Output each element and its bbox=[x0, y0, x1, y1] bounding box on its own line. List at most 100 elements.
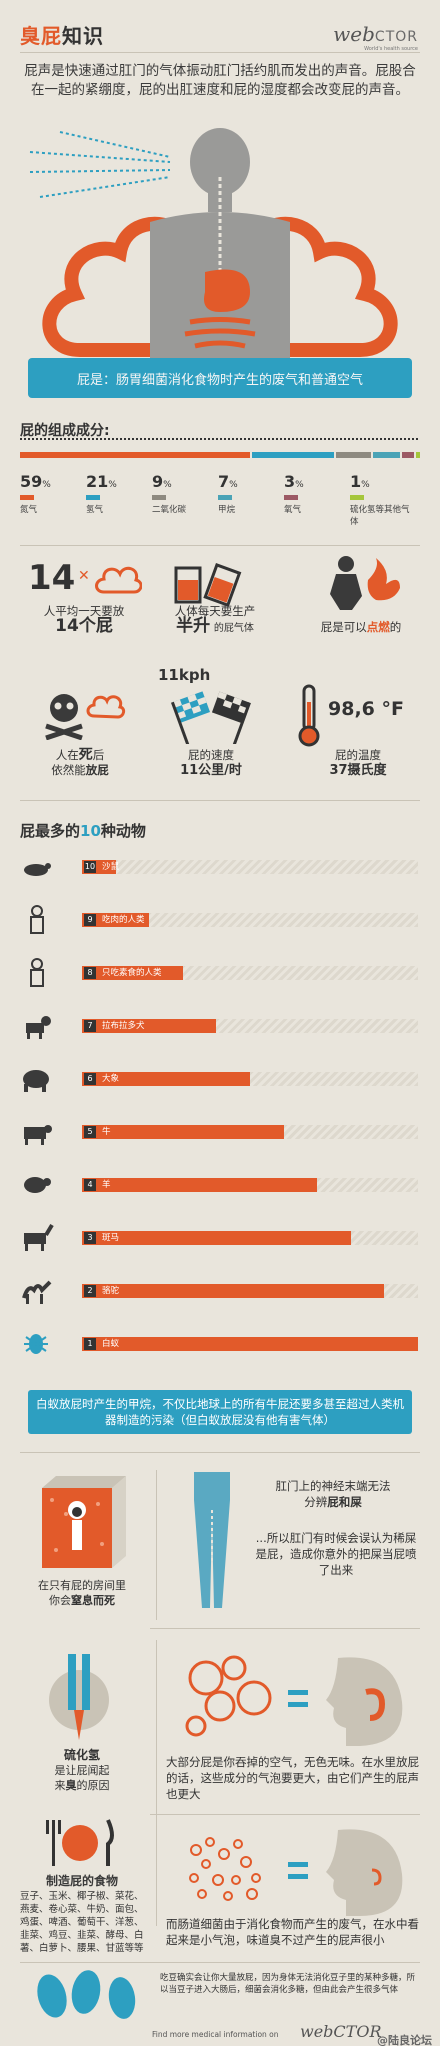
fact-suffocate-a: 你会 bbox=[49, 1594, 71, 1607]
gas-room-icon bbox=[42, 1476, 126, 1568]
brand-name: web bbox=[333, 22, 375, 46]
animal-name: 白蚁 bbox=[102, 1339, 120, 1349]
animal-rank: 5 bbox=[84, 1126, 96, 1138]
fact-h2s-b: 的原因 bbox=[76, 1779, 110, 1792]
animal-icon bbox=[26, 1016, 51, 1039]
fact-nerves-line1: 肛门上的神经末端无法 bbox=[275, 1479, 391, 1493]
beans-icon bbox=[37, 1970, 136, 2019]
cloud-icon bbox=[95, 566, 142, 594]
jeans-icon bbox=[194, 1472, 230, 1608]
fact-after-death: 人在死后 依然能放屁 bbox=[20, 748, 140, 778]
fact-after-death-hl2: 放屁 bbox=[85, 763, 109, 777]
animal-name: 斑马 bbox=[102, 1233, 120, 1243]
footer-brand[interactable]: webCTOR bbox=[300, 2022, 382, 2041]
animal-bar bbox=[82, 1019, 217, 1033]
composition-item: 1% 硫化氢等其他气体 bbox=[350, 472, 410, 527]
animal-row: 6 大象 bbox=[20, 1062, 418, 1096]
animal-bar bbox=[82, 1178, 318, 1192]
animal-name: 沙鼠 bbox=[102, 862, 120, 872]
animal-rank: 4 bbox=[84, 1179, 96, 1191]
fact-h2s-a: 来 bbox=[54, 1779, 66, 1792]
intestine-shape bbox=[184, 317, 256, 349]
glasses-icon bbox=[174, 563, 242, 608]
composition-label: 氧气 bbox=[284, 505, 302, 515]
section-divider bbox=[150, 1628, 420, 1629]
vertical-divider bbox=[156, 1640, 157, 1926]
fact-beans: 吃豆确实会让你大量放屁，因为身体无法消化豆子里的某种多糖，所以当豆子进入大肠后，… bbox=[160, 1973, 416, 1995]
fact-half-liter-line1: 人体每天要生产 bbox=[174, 604, 256, 618]
fact-suffocate-line1: 在只有屁的房间里 bbox=[38, 1579, 126, 1592]
page-title: 臭屁知识 bbox=[20, 20, 104, 49]
fact-per-day-line: 人平均一天要放 bbox=[43, 604, 125, 618]
fact-per-day-big: 14个屁 bbox=[55, 616, 113, 636]
fact-flammable-hl: 点燃 bbox=[366, 620, 390, 634]
animals-title: 屁最多的10种动物 bbox=[20, 820, 146, 841]
animal-bar bbox=[82, 1125, 284, 1139]
definition-banner: 屁是：肠胃细菌消化食物时产生的废气和普通空气 bbox=[28, 358, 412, 398]
flags-icon bbox=[170, 691, 251, 744]
composition-item: 3% 氧气 bbox=[284, 472, 344, 515]
fact-flammable-end: 的 bbox=[389, 620, 402, 634]
section-divider bbox=[150, 1814, 420, 1815]
animal-name: 拉布拉多犬 bbox=[102, 1021, 145, 1031]
composition-swatch bbox=[350, 495, 364, 500]
brand-logo[interactable]: webCTOR World's health source bbox=[333, 22, 418, 52]
composition-segment bbox=[336, 452, 372, 458]
animal-rank: 7 bbox=[84, 1020, 96, 1032]
section-divider bbox=[20, 800, 420, 801]
composition-item: 59% 氮气 bbox=[20, 472, 80, 515]
animal-row: 2 骆驼 bbox=[20, 1274, 418, 1308]
fact-h2s-hl: 臭 bbox=[65, 1779, 77, 1792]
composition-title-main: 组成成分 bbox=[48, 423, 104, 439]
stomach-shape bbox=[204, 269, 250, 312]
cutlery-icon bbox=[46, 1819, 114, 1866]
fact-temperature-big: 37摄氏度 bbox=[329, 763, 387, 778]
animal-rank: 10 bbox=[84, 861, 96, 873]
composition-pct: 9% bbox=[152, 472, 172, 491]
animal-icon bbox=[23, 1070, 49, 1092]
clothespin-icon bbox=[49, 1654, 109, 1740]
body-illustration bbox=[29, 128, 398, 362]
animal-icon bbox=[22, 1280, 52, 1304]
title-part1: 臭屁 bbox=[20, 24, 62, 48]
animal-icon bbox=[30, 905, 44, 934]
animal-name: 骆驼 bbox=[102, 1286, 120, 1296]
thermometer-icon bbox=[298, 684, 320, 747]
composition-segment bbox=[20, 452, 251, 458]
animal-bar bbox=[82, 1337, 418, 1351]
composition-pct: 1% bbox=[350, 472, 370, 491]
composition-label: 氢气 bbox=[86, 505, 104, 515]
composition-segment bbox=[252, 452, 334, 458]
section-divider bbox=[20, 1452, 420, 1453]
animal-icon bbox=[24, 863, 51, 876]
animal-icon bbox=[24, 1334, 48, 1354]
fact-h2s-title: 硫化氢 bbox=[63, 1748, 100, 1762]
brand-suffix: CTOR bbox=[374, 29, 418, 45]
animal-rank: 1 bbox=[84, 1338, 96, 1350]
fact-flammable-text: 屁是可以 bbox=[320, 620, 367, 634]
fact-speed: 屁的速度 11公里/时 bbox=[156, 748, 266, 778]
animal-bar bbox=[82, 1284, 385, 1298]
footer-text: Find more medical information on bbox=[152, 2030, 279, 2039]
fact-after-death-a: 人在 bbox=[55, 748, 79, 762]
composition-swatch bbox=[284, 495, 298, 500]
fact-flammable: 屁是可以点燃的 bbox=[296, 620, 426, 635]
composition-item: 7% 甲烷 bbox=[218, 472, 278, 515]
composition-bar bbox=[20, 452, 420, 458]
temperature-label: 98,6 °F bbox=[328, 698, 404, 720]
fact-bacteria: 而肠道细菌由于消化食物而产生的废气，在水中看起来是小气泡，味道臭不过产生的屁声很… bbox=[166, 1917, 419, 1947]
fact-nerves: 肛门上的神经末端无法 分辨屁和屎 bbox=[248, 1478, 418, 1510]
animal-bar bbox=[82, 913, 150, 927]
fact-14-number: 14 bbox=[28, 558, 76, 598]
composition-title-suffix: : bbox=[104, 423, 110, 439]
fact-temperature: 屁的温度 37摄氏度 bbox=[296, 748, 420, 778]
title-part2: 知识 bbox=[62, 24, 104, 48]
animal-bar bbox=[82, 1072, 250, 1086]
air-lines bbox=[29, 131, 171, 198]
fact-half-liter-line2: 的屁气体 bbox=[213, 623, 254, 634]
head-shape bbox=[190, 128, 250, 196]
composition-title: 屁的组成成分: bbox=[20, 420, 110, 440]
animal-row: 10 沙鼠 bbox=[20, 850, 418, 884]
